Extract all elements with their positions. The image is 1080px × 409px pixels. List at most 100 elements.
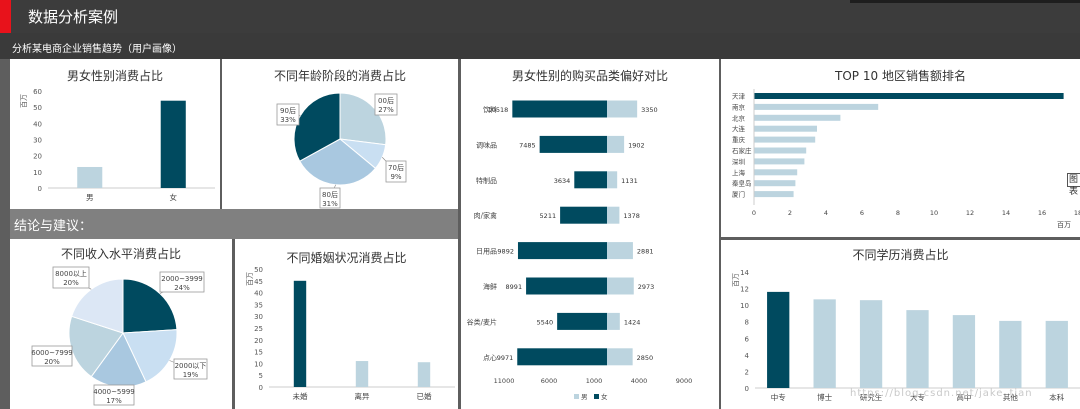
x-tick-label: 16 <box>1038 209 1046 217</box>
bar-female <box>560 206 607 224</box>
education-chart-panel: 不同学历消费占比 0 2 4 6 8 10 12 14 百万 中专 博士 研究生 大专 高中 其他 本科 <box>721 240 1080 409</box>
slice-percent: 24% <box>174 284 190 292</box>
data-label: 1131 <box>621 177 638 185</box>
x-tick-label: 8 <box>896 209 900 217</box>
y-tick-label: 12 <box>740 286 749 294</box>
y-tick-label: 0 <box>38 185 42 193</box>
bar-male <box>607 277 634 295</box>
gender-chart-panel: 男女性别消费占比 0 10 20 30 40 50 60 百万男 女 <box>10 59 220 209</box>
dashboard-subtitle: 分析某电商企业销售趋势（用户画像） <box>12 44 182 55</box>
slice-percent: 27% <box>378 106 394 114</box>
slice-percent: 19% <box>183 371 199 379</box>
bar-female <box>526 277 607 295</box>
data-label-box <box>52 266 90 289</box>
y-axis-label: 百万 <box>246 272 254 286</box>
marriage-chart-panel: 不同婚姻状况消费占比 0 5 10 15 20 25 30 35 40 45 50 百万 未婚 离异 已婚 <box>235 239 458 409</box>
subheader-bar: 分析某电商企业销售趋势（用户画像） <box>0 33 1080 59</box>
y-tick-label: 50 <box>33 104 42 112</box>
bar <box>813 299 836 388</box>
data-label: 1378 <box>623 212 640 220</box>
legend-label: 女 <box>601 392 608 401</box>
y-tick-label: 40 <box>254 290 263 298</box>
bar <box>952 315 976 388</box>
category-label: 上海 <box>732 168 746 177</box>
conclusion-title: 结论与建议： <box>14 219 93 234</box>
bar-female <box>557 312 607 330</box>
bar <box>77 166 103 188</box>
slice-label: 2000~3999 <box>161 275 203 283</box>
x-tick-label: 已婚 <box>417 391 432 401</box>
category-label: 厦门 <box>732 190 745 199</box>
conclusion-bar: 结论与建议： <box>10 209 458 239</box>
y-tick-label: 4 <box>745 352 750 360</box>
chart-title: 不同收入水平消费占比 <box>60 247 181 261</box>
bar <box>754 147 807 154</box>
data-label-box <box>276 103 300 126</box>
gender-chart: 0 10 20 30 40 50 60 百万男 女 <box>20 88 215 202</box>
pie-slice <box>122 329 178 383</box>
bar <box>754 103 879 110</box>
y-tick-label: 5 <box>259 372 263 380</box>
data-label: 3350 <box>641 106 658 114</box>
y-tick-label: 60 <box>33 88 42 96</box>
bar <box>754 125 817 132</box>
age-chart-panel: 不同年龄阶段的消费占比 00后 27% 70后 9% 80后 31% 90后 33% <box>222 59 458 209</box>
x-tick-label: 6000 <box>541 377 558 385</box>
data-label-box <box>31 345 73 367</box>
income-chart-panel: 不同收入水平消费占比 2000~3999 24% 2000以下 19% 4000~599… <box>10 239 232 409</box>
slice-label: 80后 <box>322 190 338 199</box>
x-tick-label: 博士 <box>817 392 832 402</box>
y-tick-label: 20 <box>33 153 42 161</box>
data-label-box <box>374 93 398 116</box>
x-tick-label: 高中 <box>956 392 971 402</box>
bar-male <box>607 312 620 330</box>
category-label: 秦皇岛 <box>732 179 752 188</box>
legend-label: 男 <box>581 393 588 401</box>
bar-female <box>517 348 607 366</box>
bar <box>999 320 1022 388</box>
bar-female <box>539 135 607 153</box>
y-tick-label: 50 <box>254 266 263 274</box>
watermark: https://blog.csdn.net/jake_tian <box>850 388 1033 399</box>
data-label-box <box>385 160 407 183</box>
bar-male <box>607 100 638 118</box>
bar-female <box>574 171 607 189</box>
slice-label: 90后 <box>280 106 296 115</box>
data-label: 2850 <box>637 354 654 362</box>
x-tick-label: 大专 <box>910 392 925 402</box>
y-tick-label: 35 <box>254 301 263 309</box>
bar-female <box>517 242 607 260</box>
data-label: 9971 <box>497 354 514 362</box>
chart-title: 不同学历消费占比 <box>852 248 949 262</box>
data-label-box <box>319 187 341 209</box>
slice-percent: 33% <box>280 116 296 124</box>
x-tick-label: 男 <box>86 193 94 202</box>
slice-label: 8000以上 <box>55 269 87 278</box>
y-tick-label: 30 <box>254 313 263 321</box>
bar-male <box>607 242 633 260</box>
y-tick-label: 0 <box>259 384 263 392</box>
bar <box>417 362 431 387</box>
bar <box>754 169 798 176</box>
chart-tag-button[interactable]: 图表 <box>1067 173 1080 197</box>
x-tick-label: 10 <box>930 209 938 217</box>
bar <box>754 191 794 198</box>
bar <box>293 280 307 387</box>
category-label: 大连 <box>732 124 746 133</box>
chart-title: 不同婚姻状况消费占比 <box>286 251 407 265</box>
y-tick-label: 25 <box>254 325 263 333</box>
category-label: 日用品 <box>476 248 497 256</box>
y-tick-label: 15 <box>254 349 263 357</box>
slice-percent: 9% <box>390 173 401 181</box>
slice-percent: 31% <box>322 200 338 208</box>
bar-male <box>607 135 625 153</box>
y-tick-label: 45 <box>254 278 263 286</box>
y-tick-label: 10 <box>33 169 42 177</box>
pie-slice <box>122 278 178 334</box>
data-label: 3634 <box>554 177 571 185</box>
data-label-box <box>159 271 205 293</box>
header-accent <box>0 0 11 33</box>
bar <box>767 291 790 388</box>
y-tick-label: 10 <box>740 302 749 310</box>
